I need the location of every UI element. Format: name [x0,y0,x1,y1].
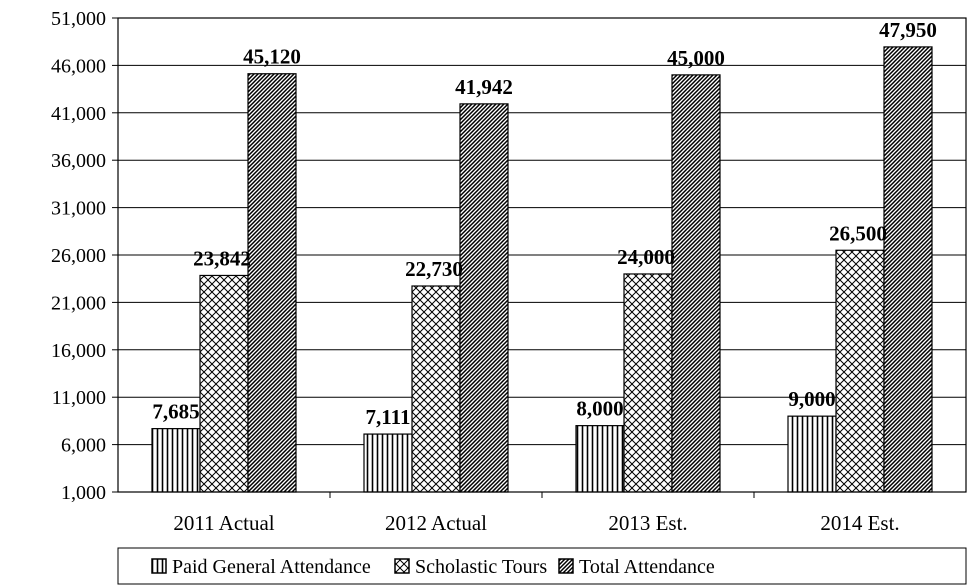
y-tick-label: 51,000 [51,8,106,30]
bar-crosshatch [411,285,461,493]
bar-crosshatch [623,273,673,493]
x-category-label: 2012 Actual [385,511,487,535]
legend-label: Scholastic Tours [415,556,547,578]
data-label: 7,111 [366,405,411,429]
y-tick-label: 11,000 [52,387,106,409]
bar-vertical-lines [787,415,837,493]
data-label: 24,000 [617,245,675,269]
x-category-label: 2011 Actual [173,511,274,535]
data-label: 45,120 [243,45,301,69]
bar-crosshatch [835,249,885,493]
bar-vertical-lines [363,433,413,493]
bar-crosshatch [199,274,249,493]
y-tick-label: 46,000 [51,55,106,77]
bar-diagonal-lines [883,46,933,493]
data-labels: 7,685 23,842 45,120 7,111 22,730 41,942 8,000 2… [152,18,937,429]
data-label: 22,730 [405,257,463,281]
legend: Paid General Attendance Scholastic Tours T… [117,547,967,585]
legend-label: Paid General Attendance [172,556,371,578]
y-tick-label: 16,000 [51,340,106,362]
y-tick-label: 1,000 [61,482,106,504]
y-tick-label: 31,000 [51,198,106,220]
legend-box [117,547,967,585]
bar-diagonal-lines [459,103,509,493]
x-category-label: 2014 Est. [820,511,899,535]
data-label: 9,000 [788,387,835,411]
data-label: 45,000 [667,46,725,70]
y-tick-label: 6,000 [61,435,106,457]
data-label: 7,685 [152,400,199,424]
y-tick-label: 21,000 [51,292,106,314]
legend-swatch [151,558,167,574]
bars [151,46,933,493]
data-label: 26,500 [829,221,887,245]
y-tick-label: 41,000 [51,103,106,125]
axes: 1,000 6,000 11,000 16,000 21,000 26,000 31,000… [51,8,967,535]
bar-diagonal-lines [247,73,297,493]
data-label: 8,000 [576,397,623,421]
y-tick-label: 26,000 [51,245,106,267]
data-label: 41,942 [455,75,513,99]
bar-vertical-lines [575,425,625,493]
legend-swatch [394,558,410,574]
bar-vertical-lines [151,428,201,493]
legend-label: Total Attendance [579,556,715,578]
x-category-label: 2013 Est. [608,511,687,535]
data-label: 23,842 [193,246,251,270]
y-tick-label: 36,000 [51,150,106,172]
bar-diagonal-lines [671,74,721,493]
legend-swatch [558,558,574,574]
data-label: 47,950 [879,18,937,42]
